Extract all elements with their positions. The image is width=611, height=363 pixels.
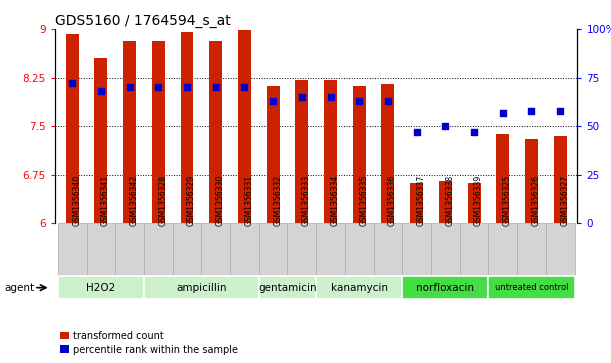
Bar <box>324 79 337 223</box>
Bar <box>381 84 395 223</box>
Bar <box>316 276 402 299</box>
Point <box>498 110 508 115</box>
Text: agent: agent <box>4 283 35 293</box>
Bar <box>525 139 538 223</box>
Text: GSM1356326: GSM1356326 <box>532 175 541 226</box>
Point <box>412 129 422 135</box>
Bar <box>439 181 452 223</box>
Legend: transformed count, percentile rank within the sample: transformed count, percentile rank withi… <box>60 331 238 355</box>
Bar <box>115 223 144 276</box>
Bar <box>517 223 546 276</box>
Bar <box>238 30 251 223</box>
Text: GSM1356340: GSM1356340 <box>72 175 81 226</box>
Bar <box>288 223 316 276</box>
Bar <box>259 223 288 276</box>
Text: norfloxacin: norfloxacin <box>416 283 474 293</box>
Text: GSM1356334: GSM1356334 <box>331 175 340 226</box>
Text: GSM1356328: GSM1356328 <box>158 175 167 226</box>
Text: untreated control: untreated control <box>495 283 568 292</box>
Text: GSM1356341: GSM1356341 <box>101 175 110 226</box>
Text: GSM1356331: GSM1356331 <box>244 175 254 226</box>
Bar <box>181 32 194 223</box>
Text: GSM1356342: GSM1356342 <box>130 175 139 226</box>
Point <box>297 94 307 100</box>
Bar <box>58 276 144 299</box>
Point <box>125 84 134 90</box>
Point <box>326 94 335 100</box>
Point <box>153 84 163 90</box>
Bar <box>467 183 480 223</box>
Text: H2O2: H2O2 <box>86 283 115 293</box>
Text: GSM1356335: GSM1356335 <box>359 175 368 226</box>
Bar <box>402 276 488 299</box>
Bar <box>496 134 509 223</box>
Point <box>211 84 221 90</box>
Bar <box>87 223 115 276</box>
Text: GSM1356329: GSM1356329 <box>187 175 196 226</box>
Text: GSM1356339: GSM1356339 <box>474 175 483 226</box>
Bar <box>373 223 402 276</box>
Bar <box>144 223 173 276</box>
Text: GSM1356325: GSM1356325 <box>503 175 512 226</box>
Bar <box>266 86 280 223</box>
Point <box>527 108 536 114</box>
Text: ampicillin: ampicillin <box>176 283 227 293</box>
Bar <box>95 58 108 223</box>
Bar <box>410 183 423 223</box>
Text: GSM1356330: GSM1356330 <box>216 175 225 226</box>
Point <box>240 84 249 90</box>
Bar <box>546 223 574 276</box>
Bar <box>459 223 488 276</box>
Bar <box>152 41 165 223</box>
Bar <box>488 276 574 299</box>
Bar <box>66 34 79 223</box>
Point <box>182 84 192 90</box>
Text: GSM1356327: GSM1356327 <box>560 175 569 226</box>
Bar <box>144 276 259 299</box>
Bar <box>123 41 136 223</box>
Point <box>268 98 278 104</box>
Bar <box>345 223 373 276</box>
Bar <box>353 86 366 223</box>
Bar <box>202 223 230 276</box>
Point <box>469 129 479 135</box>
Bar <box>259 276 316 299</box>
Point <box>96 88 106 94</box>
Bar <box>316 223 345 276</box>
Bar <box>230 223 259 276</box>
Text: GSM1356333: GSM1356333 <box>302 175 311 226</box>
Point <box>354 98 364 104</box>
Text: GSM1356332: GSM1356332 <box>273 175 282 226</box>
Bar <box>554 136 566 223</box>
Bar <box>210 41 222 223</box>
Text: GSM1356336: GSM1356336 <box>388 175 397 226</box>
Point <box>67 81 77 86</box>
Bar <box>58 223 87 276</box>
Text: gentamicin: gentamicin <box>258 283 316 293</box>
Bar <box>295 79 309 223</box>
Text: GDS5160 / 1764594_s_at: GDS5160 / 1764594_s_at <box>55 14 231 28</box>
Point <box>383 98 393 104</box>
Text: GSM1356337: GSM1356337 <box>417 175 426 226</box>
Bar <box>173 223 202 276</box>
Point <box>441 123 450 129</box>
Point <box>555 108 565 114</box>
Text: GSM1356338: GSM1356338 <box>445 175 455 226</box>
Bar <box>488 223 517 276</box>
Bar <box>402 223 431 276</box>
Bar <box>431 223 459 276</box>
Text: kanamycin: kanamycin <box>331 283 388 293</box>
